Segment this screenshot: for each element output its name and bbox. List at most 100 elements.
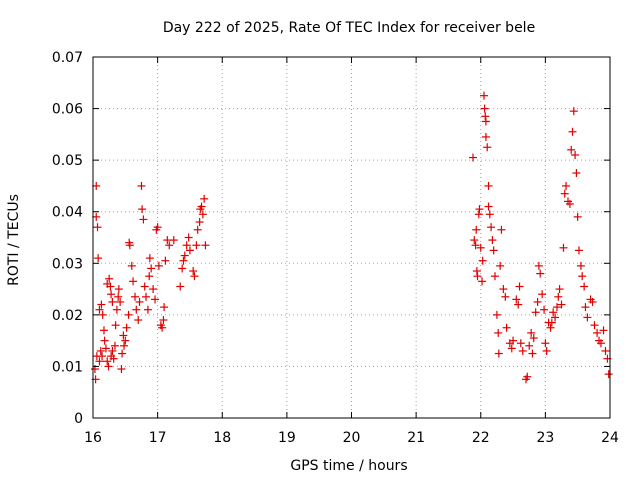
x-tick-label: 16	[84, 430, 102, 446]
data-point	[529, 334, 538, 343]
data-point	[499, 285, 508, 294]
data-point	[553, 303, 562, 312]
data-point	[145, 254, 154, 263]
data-point	[109, 354, 118, 363]
data-point	[125, 241, 134, 250]
data-point	[525, 341, 534, 350]
y-tick-label: 0.04	[52, 205, 83, 221]
data-point	[580, 282, 589, 291]
y-tick-label: 0.07	[52, 50, 83, 66]
data-point	[139, 215, 148, 224]
data-point	[137, 181, 146, 190]
data-point	[105, 274, 114, 283]
data-point	[573, 212, 582, 221]
data-point	[120, 341, 129, 350]
data-point	[98, 352, 107, 361]
data-point	[528, 349, 537, 358]
data-point	[179, 256, 188, 265]
data-point	[103, 357, 112, 366]
data-point	[129, 277, 138, 286]
data-point	[481, 112, 490, 121]
data-point	[127, 261, 136, 270]
data-point	[560, 189, 569, 198]
data-point	[547, 318, 556, 327]
data-point	[98, 310, 107, 319]
data-point	[119, 331, 128, 340]
data-point	[593, 328, 602, 337]
y-tick-label: 0.05	[52, 153, 83, 169]
data-point	[588, 297, 597, 306]
x-tick-label: 24	[601, 430, 619, 446]
data-point	[514, 300, 523, 309]
data-point	[138, 205, 147, 214]
data-point	[569, 107, 578, 116]
data-point	[549, 308, 558, 317]
data-point	[106, 282, 115, 291]
y-tick-label: 0.02	[52, 308, 83, 324]
data-point	[193, 225, 202, 234]
data-point	[501, 292, 510, 301]
data-point	[581, 303, 590, 312]
data-point	[97, 300, 106, 309]
data-point	[496, 261, 505, 270]
data-point	[538, 290, 547, 299]
data-point	[541, 339, 550, 348]
data-point	[154, 261, 163, 270]
data-point	[111, 321, 120, 330]
data-point	[190, 272, 199, 281]
data-point	[117, 365, 126, 374]
data-point	[542, 346, 551, 355]
y-tick-label: 0.03	[52, 256, 83, 272]
data-point	[472, 267, 481, 276]
data-point	[93, 223, 102, 232]
data-point	[536, 269, 545, 278]
x-tick-label: 22	[472, 430, 490, 446]
data-point	[189, 267, 198, 276]
data-point	[131, 292, 140, 301]
data-point	[124, 310, 133, 319]
data-point	[488, 236, 497, 245]
data-point	[192, 241, 201, 250]
data-point	[143, 305, 152, 314]
data-point	[121, 336, 130, 345]
data-point	[201, 241, 210, 250]
data-point	[200, 194, 209, 203]
data-point	[95, 305, 104, 314]
data-point	[483, 143, 492, 152]
data-point	[574, 246, 583, 255]
data-point	[110, 341, 119, 350]
data-point	[572, 169, 581, 178]
data-point	[134, 316, 143, 325]
data-point	[489, 246, 498, 255]
data-point	[474, 210, 483, 219]
x-tick-label: 19	[278, 430, 296, 446]
data-point	[590, 321, 599, 330]
data-point	[153, 223, 162, 232]
data-point	[518, 346, 527, 355]
data-point	[481, 117, 490, 126]
data-point	[185, 246, 194, 255]
data-point	[578, 272, 587, 281]
data-point	[182, 241, 191, 250]
data-point	[583, 313, 592, 322]
data-point	[492, 310, 501, 319]
data-point	[165, 241, 174, 250]
data-point	[92, 212, 101, 221]
data-point	[159, 316, 168, 325]
data-point	[472, 225, 481, 234]
data-point	[116, 297, 125, 306]
data-point	[92, 181, 101, 190]
data-point	[576, 261, 585, 270]
data-point	[108, 297, 117, 306]
data-point	[476, 243, 485, 252]
data-point	[112, 305, 121, 314]
data-point	[198, 210, 207, 219]
data-point	[169, 236, 178, 245]
data-point	[480, 104, 489, 113]
data-point	[184, 233, 193, 242]
data-point	[140, 282, 149, 291]
data-point	[515, 282, 524, 291]
data-point	[565, 199, 574, 208]
data-point	[568, 127, 577, 136]
data-point	[149, 285, 158, 294]
